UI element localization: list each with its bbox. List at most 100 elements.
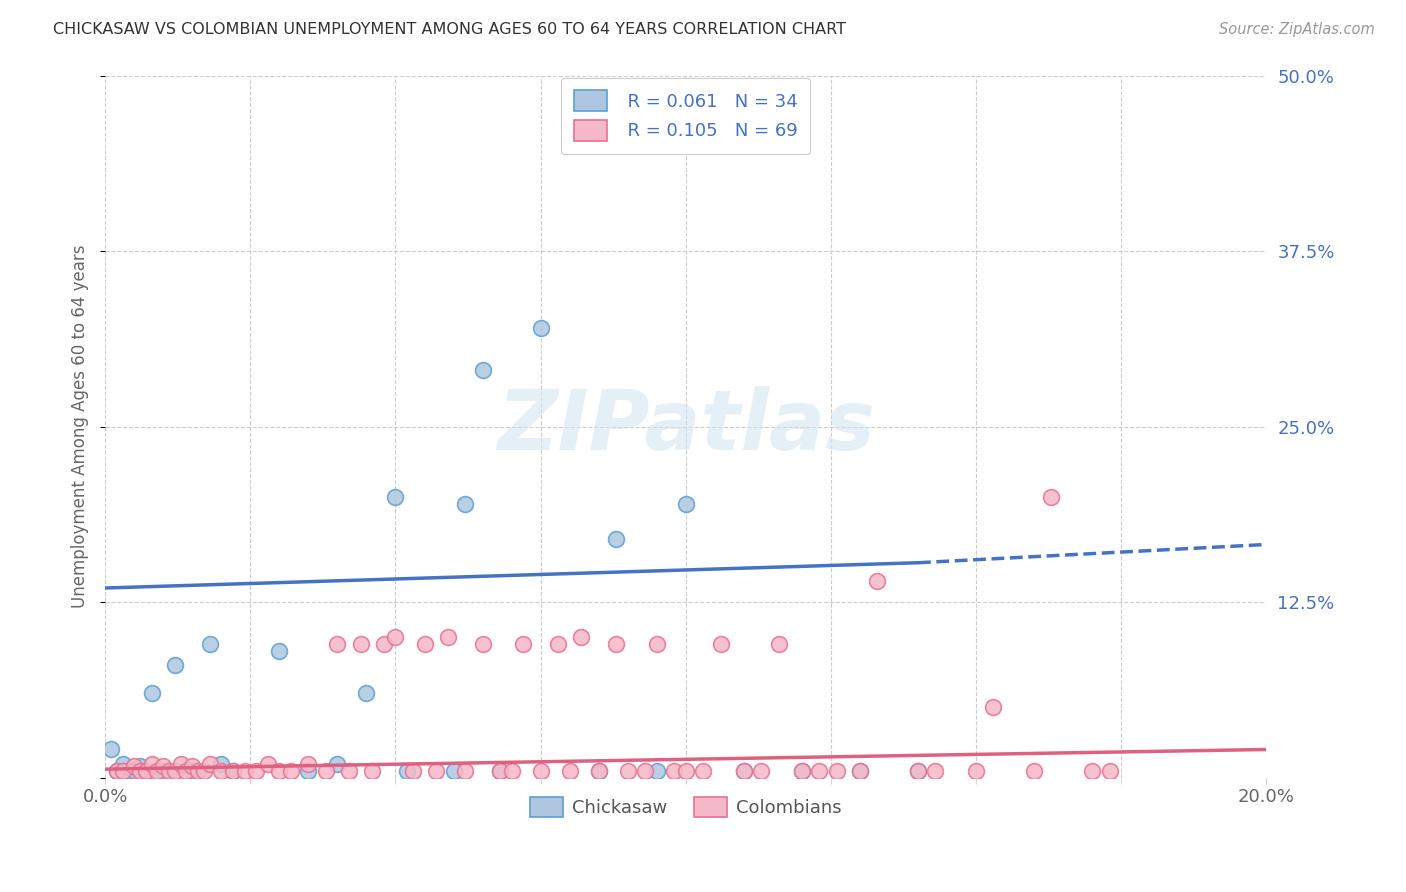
Point (141, 756, 163, 771)
Point (547, 637, 569, 651)
Point (129, 759, 152, 773)
Point (675, 497, 697, 511)
Point (1022, 764, 1045, 778)
Point (181, 759, 204, 773)
Point (170, 756, 193, 771)
Point (825, 764, 848, 778)
Point (808, 764, 831, 778)
Point (361, 764, 384, 778)
Point (454, 764, 477, 778)
Point (209, 764, 232, 778)
Point (135, 764, 157, 778)
Point (396, 764, 419, 778)
Point (645, 764, 668, 778)
Point (849, 764, 872, 778)
Point (146, 764, 169, 778)
Point (1040, 490, 1063, 504)
Point (337, 764, 360, 778)
Point (163, 658, 186, 673)
Point (297, 764, 319, 778)
Point (588, 764, 610, 778)
Point (616, 764, 638, 778)
Point (256, 756, 278, 771)
Point (443, 764, 465, 778)
Point (356, 686, 378, 700)
Point (790, 764, 813, 778)
Point (530, 321, 553, 335)
Point (471, 363, 494, 377)
Point (129, 764, 152, 778)
Point (749, 764, 772, 778)
Point (790, 764, 813, 778)
Point (326, 637, 349, 651)
Point (616, 125, 638, 139)
Point (924, 764, 946, 778)
Text: Source: ZipAtlas.com: Source: ZipAtlas.com (1219, 22, 1375, 37)
Y-axis label: Unemployment Among Ages 60 to 64 years: Unemployment Among Ages 60 to 64 years (72, 244, 89, 608)
Point (454, 497, 477, 511)
Point (1098, 764, 1121, 778)
Point (122, 759, 145, 773)
Point (315, 764, 337, 778)
Point (530, 764, 553, 778)
Point (100, 742, 122, 756)
Point (1081, 764, 1104, 778)
Point (105, 764, 128, 778)
Point (983, 700, 1005, 714)
Point (233, 764, 256, 778)
Point (692, 764, 714, 778)
Point (269, 764, 291, 778)
Point (141, 686, 163, 700)
Point (280, 764, 302, 778)
Point (413, 637, 436, 651)
Point (122, 764, 145, 778)
Point (471, 637, 494, 651)
Point (605, 637, 627, 651)
Point (662, 764, 685, 778)
Point (187, 764, 209, 778)
Point (105, 764, 128, 778)
Point (402, 764, 425, 778)
Point (384, 630, 406, 644)
Point (425, 764, 447, 778)
Point (176, 764, 198, 778)
Point (558, 764, 581, 778)
Point (181, 764, 204, 778)
Point (222, 764, 245, 778)
Point (193, 764, 215, 778)
Point (111, 764, 134, 778)
Point (709, 637, 731, 651)
Point (384, 490, 406, 504)
Point (209, 756, 232, 771)
Point (222, 764, 245, 778)
Legend: Chickasaw, Colombians: Chickasaw, Colombians (523, 789, 848, 825)
Point (645, 637, 668, 651)
Point (157, 764, 180, 778)
Point (866, 574, 889, 588)
Point (849, 764, 872, 778)
Point (152, 759, 174, 773)
Point (733, 764, 755, 778)
Point (907, 764, 929, 778)
Point (152, 764, 174, 778)
Point (198, 637, 221, 651)
Point (436, 630, 458, 644)
Text: ZIPatlas: ZIPatlas (496, 386, 875, 467)
Point (569, 630, 592, 644)
Point (634, 764, 657, 778)
Point (605, 532, 627, 546)
Point (297, 756, 319, 771)
Point (117, 764, 139, 778)
Point (350, 637, 373, 651)
Point (373, 637, 395, 651)
Point (245, 764, 267, 778)
Point (111, 756, 134, 771)
Point (965, 764, 987, 778)
Point (135, 764, 157, 778)
Point (675, 764, 697, 778)
Point (489, 764, 512, 778)
Point (489, 764, 512, 778)
Point (907, 764, 929, 778)
Point (768, 637, 790, 651)
Point (501, 764, 523, 778)
